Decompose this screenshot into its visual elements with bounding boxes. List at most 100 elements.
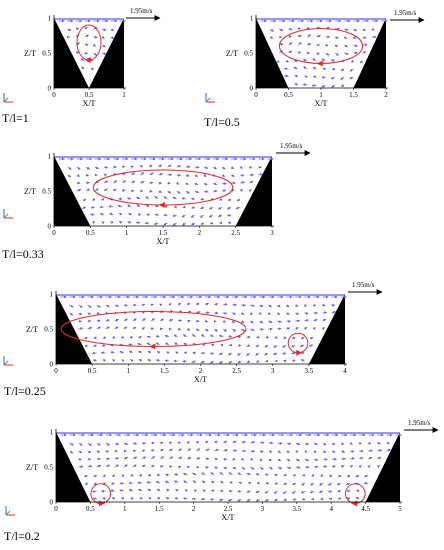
vector-arrow — [264, 490, 269, 494]
vector-arrow — [191, 205, 195, 209]
vector-arrow — [322, 442, 327, 446]
vector-arrow — [138, 359, 142, 362]
vector-arrow — [249, 181, 254, 184]
vector-arrow — [285, 59, 289, 63]
vector-arrow — [164, 335, 170, 338]
scale-label: 1.95m/s — [408, 419, 431, 427]
vector-arrow — [203, 166, 209, 169]
vector-arrow — [237, 352, 242, 356]
vector-arrow — [141, 464, 146, 468]
x-tick-label: 1.5 — [349, 91, 358, 99]
vector-arrow — [205, 448, 210, 452]
vector-arrow — [312, 327, 316, 331]
vector-arrow — [377, 456, 382, 460]
vector-arrow — [288, 50, 293, 54]
x-axis-label: X/T — [157, 237, 170, 246]
scale-label: 1.95m/s — [130, 7, 153, 15]
vector-arrow — [123, 303, 128, 307]
vector-arrow — [195, 328, 200, 331]
x-axis-label: X/T — [83, 99, 96, 108]
vector-arrow — [109, 212, 114, 216]
vector-arrow — [304, 458, 310, 462]
vector-arrow — [164, 359, 169, 363]
vector-arrow — [141, 456, 147, 460]
scale-label: 1.95m/s — [394, 9, 417, 17]
vector-arrow — [250, 304, 255, 307]
vector-arrow — [312, 75, 317, 79]
vector-arrow — [141, 318, 146, 322]
vector-arrow — [239, 165, 243, 169]
vector-arrow — [283, 336, 287, 340]
vector-arrow — [191, 222, 195, 226]
vector-arrow — [123, 318, 128, 322]
vector-arrow — [292, 473, 296, 477]
vector-arrow — [186, 327, 191, 331]
vector-arrow — [150, 464, 155, 468]
vector-arrow — [123, 442, 129, 445]
vector-arrow — [219, 335, 224, 338]
x-tick-label: 0.5 — [85, 91, 94, 99]
vector-arrow — [132, 441, 138, 445]
vector-arrow — [274, 335, 278, 339]
vector-arrow — [127, 204, 132, 208]
vector-arrow — [172, 222, 177, 226]
vector-arrow — [279, 28, 284, 32]
vector-arrow — [255, 490, 260, 494]
x-tick-label: 2 — [192, 505, 196, 513]
right-wall — [353, 18, 386, 88]
vector-arrow — [78, 304, 83, 308]
vector-arrow — [121, 359, 125, 363]
vector-arrow — [167, 173, 173, 177]
vector-arrow — [210, 472, 215, 476]
vector-arrow — [174, 473, 179, 477]
y-axis-label: Z/T — [26, 325, 38, 334]
vector-arrow — [232, 440, 237, 444]
vector-arrow — [313, 458, 319, 461]
x-tick-label: 0.5 — [86, 505, 95, 513]
vector-arrow — [232, 449, 238, 453]
vector-arrow — [191, 360, 197, 363]
vector-arrow — [137, 213, 141, 217]
vector-arrow — [138, 350, 142, 354]
vector-arrow — [114, 326, 119, 330]
vector-arrow — [330, 59, 336, 62]
vector-arrow — [228, 360, 233, 364]
vector-arrow — [186, 302, 191, 306]
vector-arrow — [350, 59, 354, 63]
vector-arrow — [241, 466, 246, 470]
vector-arrow — [84, 482, 89, 485]
vector-arrow — [129, 335, 133, 339]
y-tick-label: 0 — [48, 85, 52, 93]
vector-arrow — [311, 473, 315, 477]
vector-arrow — [93, 344, 97, 347]
vector-arrow — [112, 188, 117, 192]
vector-arrow — [286, 466, 292, 469]
vector-arrow — [321, 58, 326, 62]
y-tick-label: 1 — [50, 291, 54, 299]
vector-arrow — [178, 456, 183, 460]
vector-arrow — [312, 303, 317, 307]
vector-arrow — [204, 319, 209, 323]
vector-arrow — [237, 472, 242, 476]
vector-arrow — [167, 164, 172, 168]
vector-arrow — [141, 327, 146, 330]
vector-arrow — [269, 28, 274, 32]
vector-arrow — [132, 464, 137, 468]
vector-arrow — [209, 206, 214, 210]
vector-arrow — [268, 466, 273, 470]
vector-arrow — [194, 174, 198, 177]
vector-arrow — [321, 327, 325, 331]
vector-arrow — [316, 34, 321, 38]
vector-arrow — [150, 456, 156, 460]
vector-arrow — [304, 319, 309, 322]
vector-arrow — [209, 351, 215, 355]
vector-arrow — [204, 311, 210, 315]
vector-arrow — [117, 204, 123, 208]
vector-arrow — [273, 490, 278, 494]
vector-arrow — [165, 342, 170, 346]
x-tick-label: 1 — [122, 91, 126, 99]
vector-arrow — [93, 482, 97, 485]
vector-arrow — [246, 490, 251, 493]
vector-arrow — [76, 166, 81, 170]
